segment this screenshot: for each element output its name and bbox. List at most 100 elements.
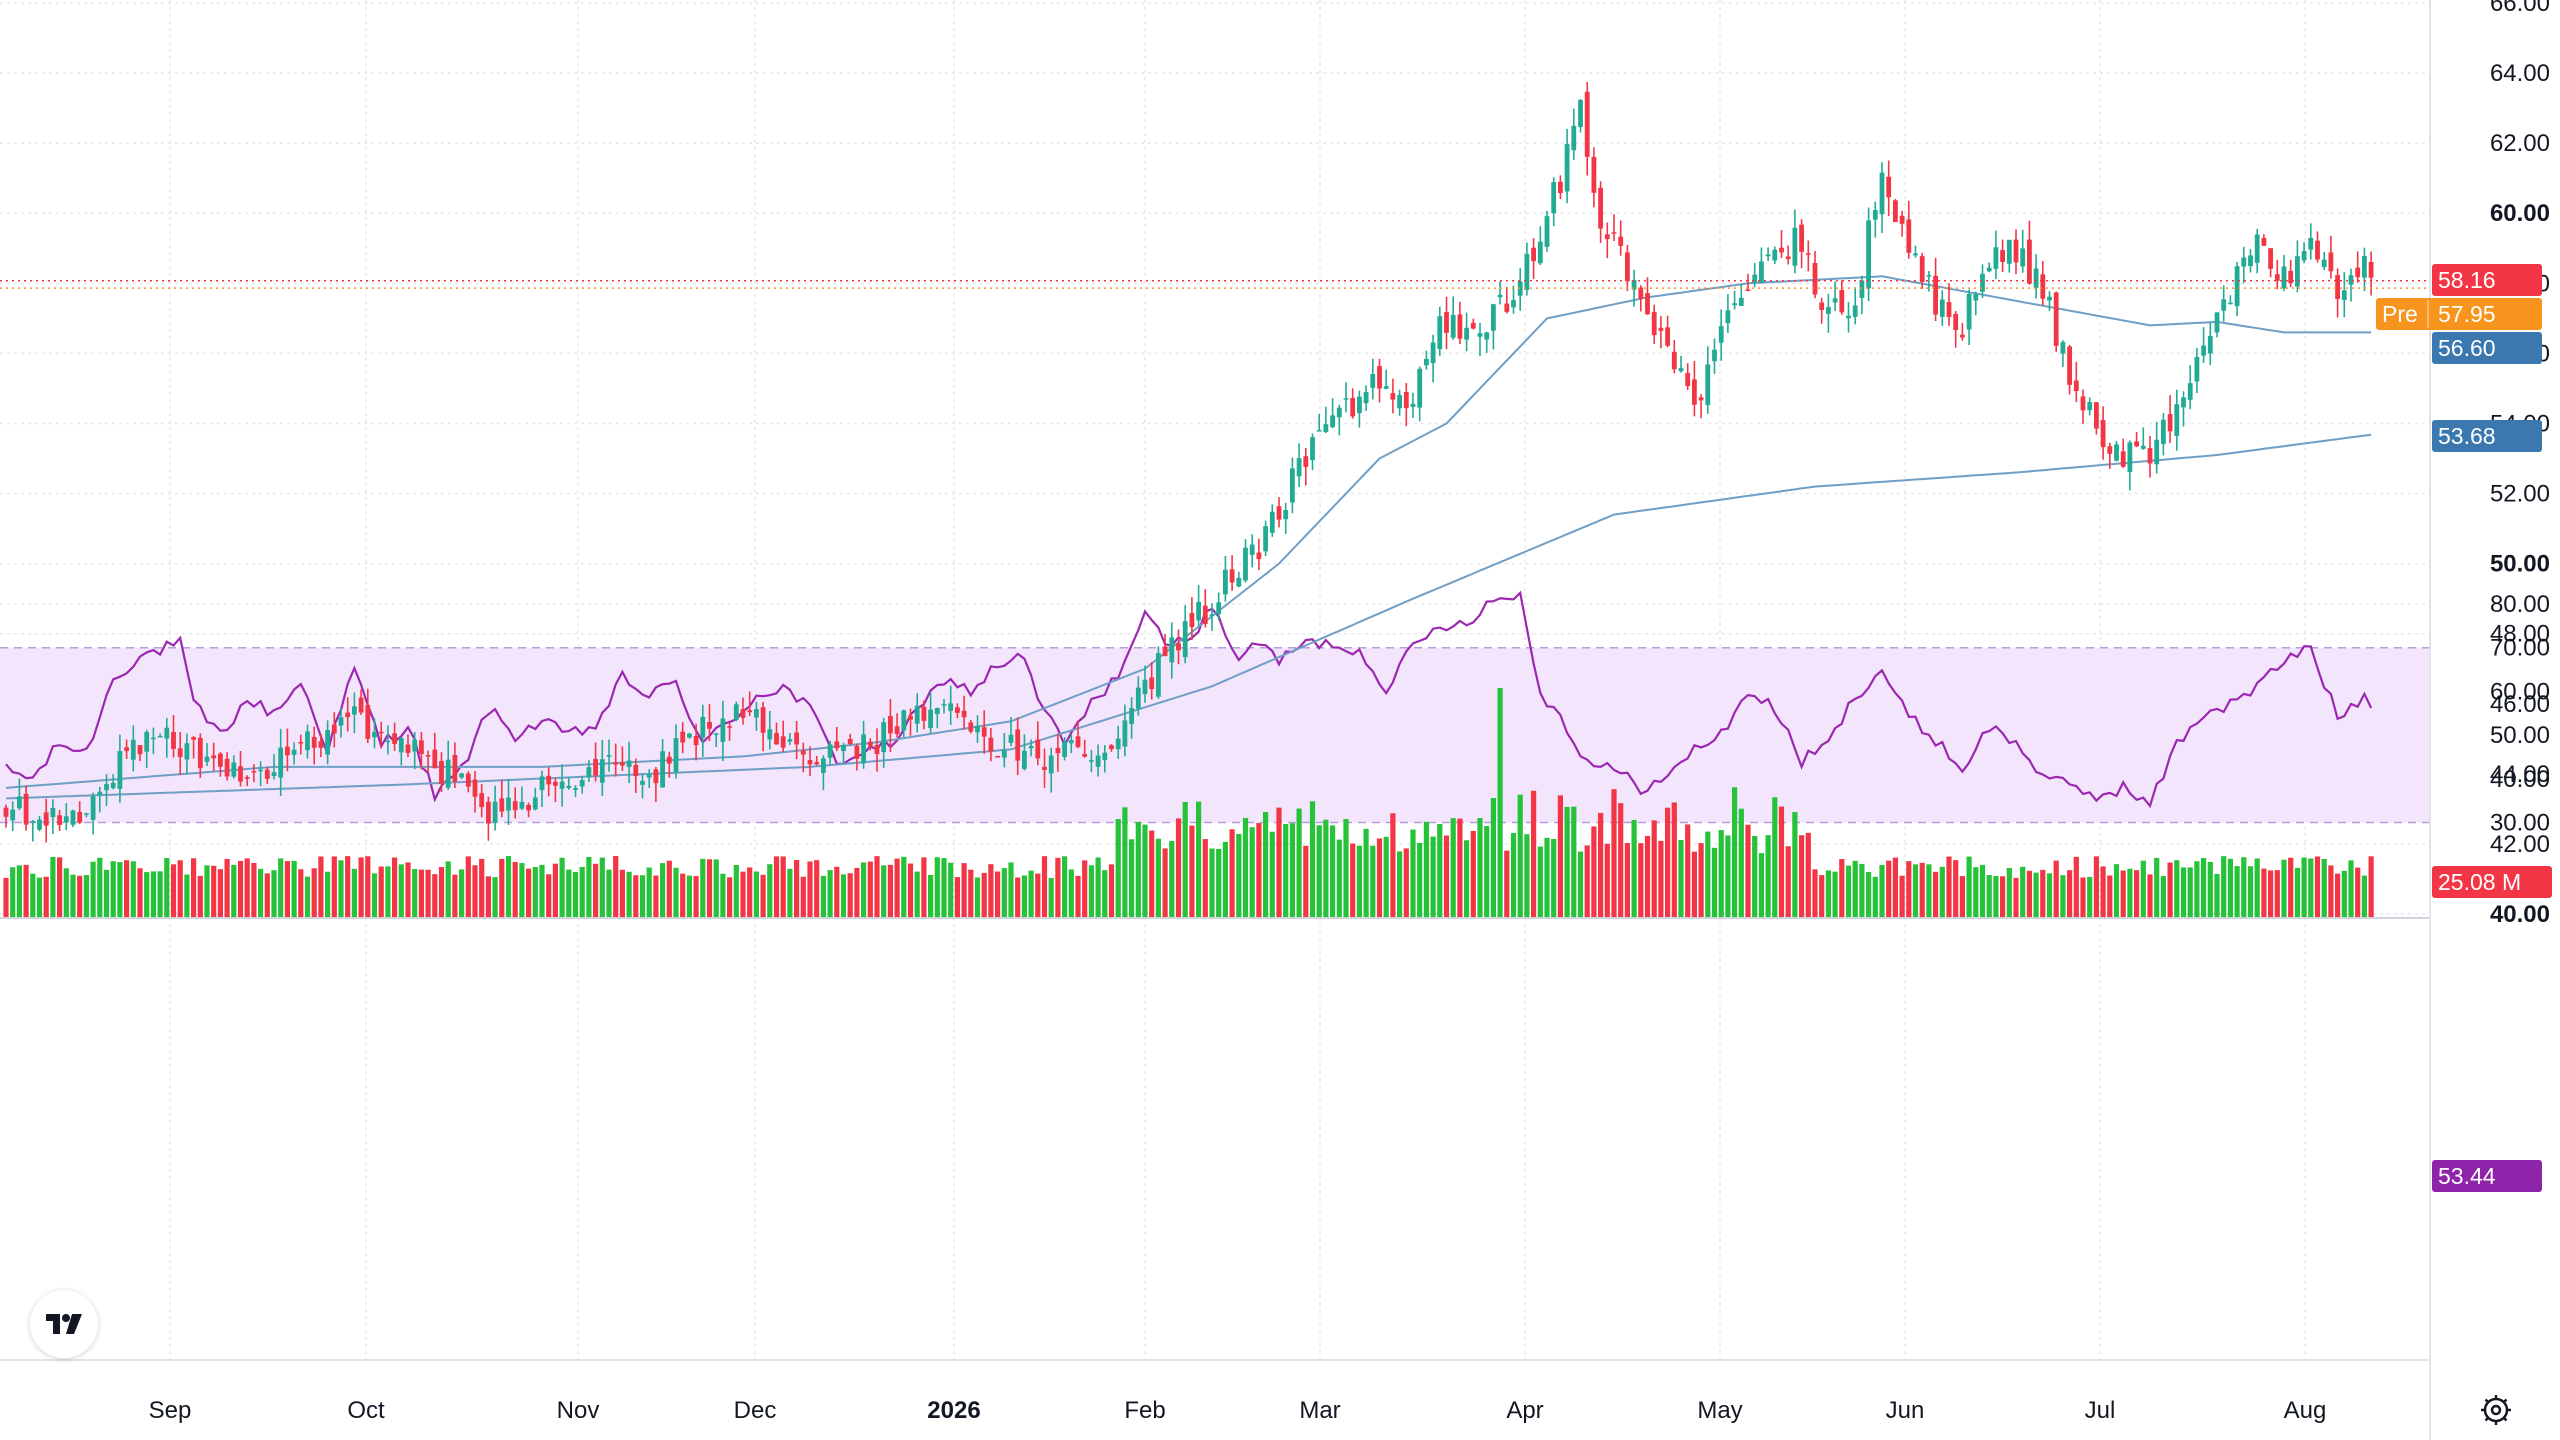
volume-bar xyxy=(1062,856,1068,918)
candle-body xyxy=(928,709,933,729)
candle-body xyxy=(2073,380,2079,392)
volume-bar xyxy=(2294,867,2300,918)
candle-body xyxy=(1651,311,1657,336)
candle-body xyxy=(579,780,585,787)
candle-body xyxy=(1805,253,1811,255)
volume-bar xyxy=(2046,873,2053,918)
candle-body xyxy=(1363,391,1369,404)
candle-body xyxy=(392,733,397,744)
volume-bar xyxy=(706,859,713,918)
candle-body xyxy=(1859,280,1865,298)
candle-body xyxy=(526,804,531,811)
volume-bar xyxy=(539,864,545,918)
rsi-pane xyxy=(0,590,2430,824)
volume-bar xyxy=(1966,856,1972,918)
candle-body xyxy=(37,819,42,830)
ma-slow-tag: 53.68 xyxy=(2438,423,2496,449)
price-tick-label: 50.00 xyxy=(2490,551,2550,578)
volume-bar xyxy=(1082,860,1088,918)
candle-body xyxy=(948,703,954,711)
volume-bar xyxy=(586,857,592,918)
candle-body xyxy=(291,749,297,755)
candle-body xyxy=(2315,240,2320,260)
candle-body xyxy=(506,797,511,811)
time-tick-label: Mar xyxy=(1299,1397,1340,1424)
time-tick-label: Apr xyxy=(1506,1397,1543,1424)
volume-bar xyxy=(63,868,69,918)
volume-bar xyxy=(371,873,378,918)
candle-body xyxy=(331,724,337,734)
candle-body xyxy=(445,759,451,788)
candle-body xyxy=(874,744,880,755)
candle-body xyxy=(17,796,22,809)
volume-bar xyxy=(1490,798,1496,918)
candle-body xyxy=(1558,181,1563,194)
volume-bar xyxy=(753,871,759,918)
candle-body xyxy=(934,708,940,714)
candle-body xyxy=(1129,707,1134,724)
ma-fast-tag-bg xyxy=(2432,332,2542,364)
candle-body xyxy=(841,745,846,752)
candle-body xyxy=(1216,602,1222,615)
candle-body xyxy=(760,707,766,733)
volume-bar xyxy=(1658,840,1664,918)
volume-bar xyxy=(2194,861,2200,918)
candle-body xyxy=(251,771,257,773)
volume-bar xyxy=(1671,802,1677,918)
volume-bar xyxy=(1088,865,1094,918)
candle-body xyxy=(1946,302,1952,318)
volume-bar xyxy=(1008,862,1014,918)
candle-body xyxy=(1122,720,1128,747)
candle-body xyxy=(606,755,612,757)
candle-body xyxy=(30,821,36,823)
volume-bar xyxy=(2308,858,2314,918)
volume-bar xyxy=(1356,845,1362,918)
rsi-axis[interactable]: 80.00 70.00 60.00 50.00 40.00 30.00 xyxy=(2490,591,2550,837)
volume-bar xyxy=(1410,829,1416,918)
candle-body xyxy=(452,754,458,782)
volume-bar xyxy=(1979,864,1986,918)
volume-bar xyxy=(1832,871,1838,918)
volume-bar xyxy=(244,858,250,918)
ma-fast-tag: 56.60 xyxy=(2438,335,2496,361)
volume-bar xyxy=(840,874,847,918)
candle-body xyxy=(981,727,987,737)
candle-body xyxy=(1410,403,1416,407)
candle-body xyxy=(1444,312,1449,333)
candle-body xyxy=(2174,404,2180,436)
tradingview-logo[interactable] xyxy=(30,1290,98,1358)
gear-icon[interactable] xyxy=(2478,1392,2514,1428)
time-tick-label: Nov xyxy=(557,1397,600,1424)
volume-bar xyxy=(1423,821,1429,918)
volume-bar xyxy=(820,875,826,918)
pre-market-price: 57.95 xyxy=(2438,301,2496,327)
candle-body xyxy=(1015,729,1021,761)
volume-bar xyxy=(1524,834,1530,918)
candle-body xyxy=(2087,402,2093,411)
time-axis[interactable]: Sep Oct Nov Dec 2026 Feb Mar Apr May Jun Jul Aug xyxy=(149,1397,2327,1424)
candle-body xyxy=(1491,304,1496,331)
volume-bar xyxy=(1993,876,1999,918)
volume-bar xyxy=(1437,824,1443,918)
candle-body xyxy=(1872,210,1878,220)
volume-bar xyxy=(1886,860,1892,918)
candle-body xyxy=(660,751,665,788)
volume-bar xyxy=(1912,864,1919,918)
volume-bar xyxy=(325,871,331,918)
candle-body xyxy=(70,810,76,825)
candle-body xyxy=(1196,601,1201,621)
volume-bar xyxy=(2167,862,2173,918)
candle-body xyxy=(1497,294,1503,298)
candle-body xyxy=(144,731,150,752)
candle-body xyxy=(365,705,371,739)
volume-bar xyxy=(1363,828,1369,918)
candle-body xyxy=(1665,327,1670,346)
volume-bar xyxy=(1102,870,1108,918)
candle-body xyxy=(1591,156,1597,193)
volume-bar xyxy=(405,862,411,918)
candle-body xyxy=(1913,253,1918,256)
candle-body xyxy=(1698,397,1704,401)
volume-bar xyxy=(961,863,967,918)
candle-body xyxy=(573,788,578,790)
